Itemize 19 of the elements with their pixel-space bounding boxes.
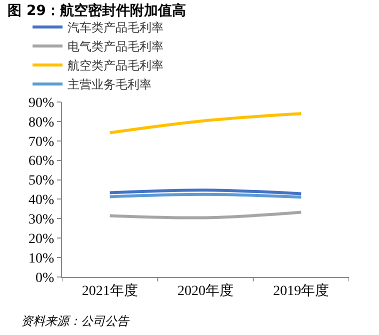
x-tick-label: 2020年度 — [178, 282, 234, 299]
y-tick-label: 60% — [28, 154, 55, 170]
text: 资料来源：公司公告 — [21, 314, 130, 328]
y-tick-label: 40% — [28, 193, 55, 208]
x-tick-label: 2019年度 — [273, 282, 330, 299]
x-tick-label: 2021年度 — [82, 282, 138, 299]
y-tick-label: 70% — [28, 134, 55, 150]
y-tick-label: 20% — [28, 232, 55, 248]
y-tick-label: 0% — [36, 270, 55, 286]
legend-label: 电气类产品毛利率 — [68, 40, 164, 54]
y-tick-label: 30% — [28, 212, 55, 228]
y-tick-label: 90% — [28, 96, 55, 111]
legend-label: 汽车类产品毛利率 — [68, 20, 164, 35]
y-tick-label: 80% — [28, 115, 55, 130]
legend-label: 航空类产品毛利率 — [68, 58, 164, 73]
legend-label: 主营业务毛利率 — [68, 78, 152, 92]
y-tick-label: 10% — [28, 251, 55, 266]
chart-title: 图 29：航空密封件附加值高 — [8, 2, 186, 19]
y-tick-label: 50% — [28, 174, 55, 189]
